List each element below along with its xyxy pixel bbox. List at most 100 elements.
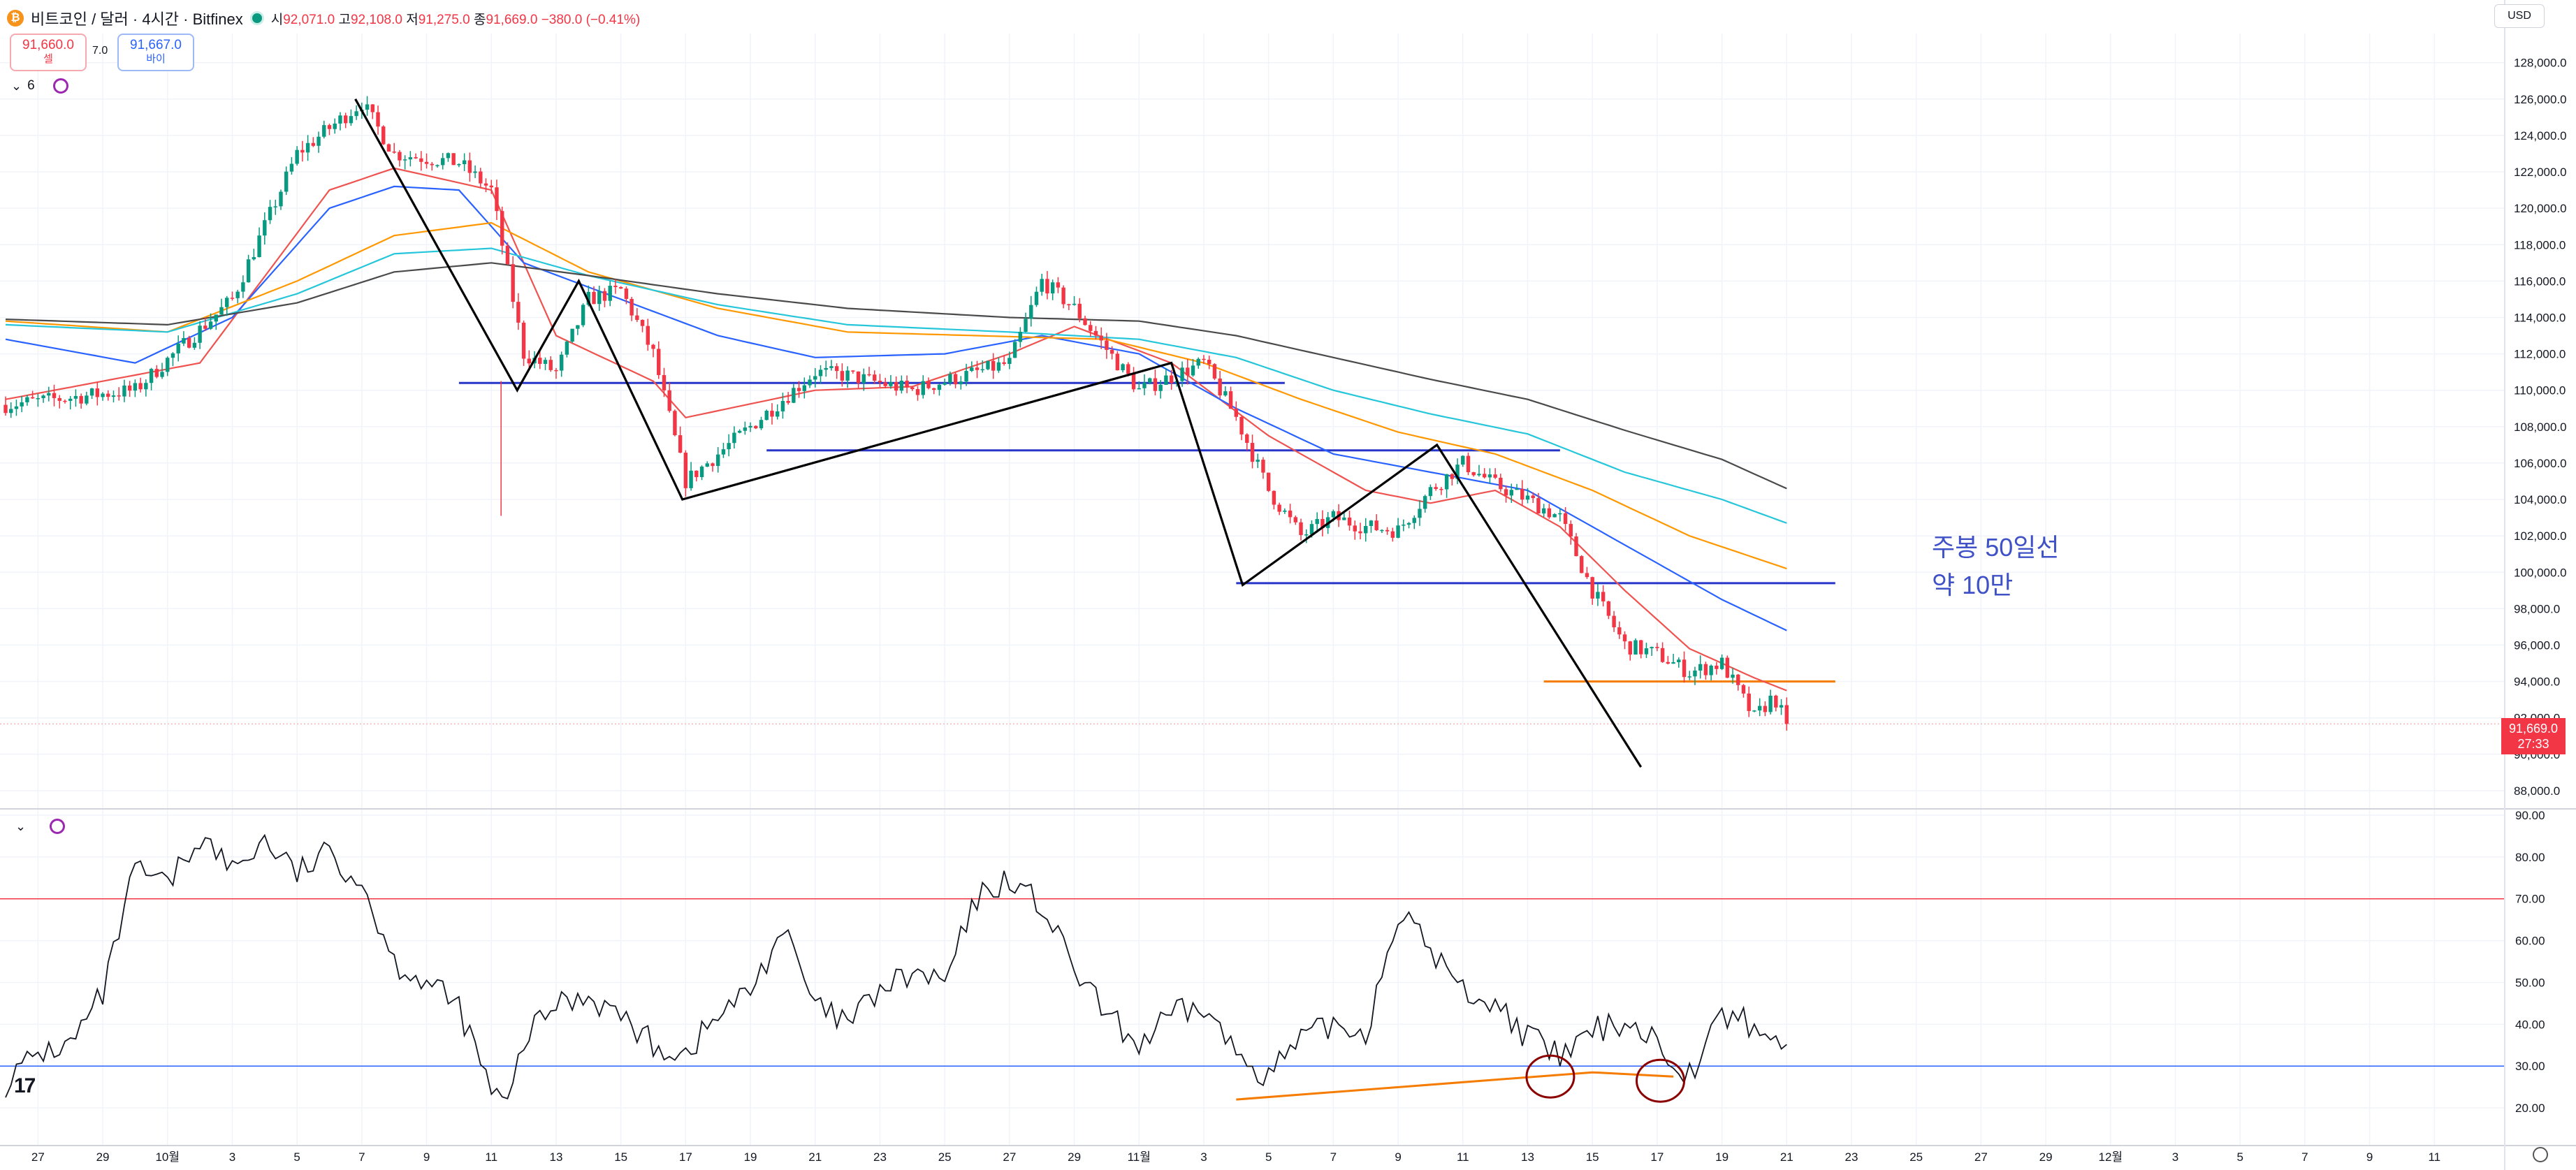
candle-body [79, 395, 83, 404]
candle-body [1536, 498, 1541, 514]
symbol-title[interactable]: 비트코인 / 달러 · 4시간 · Bitfinex [31, 10, 243, 28]
candle-body [705, 463, 709, 467]
candle-body [1369, 520, 1374, 527]
candle-body [511, 264, 515, 302]
candle-body [1072, 303, 1077, 305]
candle-body [1650, 647, 1654, 649]
trend-lines [354, 98, 1643, 768]
time-tick-label: 25 [938, 1150, 952, 1164]
candle-body [678, 435, 683, 453]
candle-body [521, 322, 526, 359]
candle-body [1164, 375, 1168, 385]
price-tick-label: 100,000.0 [2514, 566, 2567, 579]
price-tick-label: 108,000.0 [2514, 421, 2567, 434]
candle-body [1747, 693, 1751, 711]
candle-body [1245, 434, 1249, 444]
candle-body [1439, 488, 1443, 490]
rsi-toggle[interactable]: ⌄ [15, 819, 66, 834]
candle-body [883, 382, 887, 386]
currency-selector[interactable]: USD [2494, 4, 2545, 28]
candle-body [1223, 391, 1228, 396]
candle-body [1660, 648, 1665, 662]
candle-body [257, 235, 261, 258]
time-tick-label: 27 [1003, 1150, 1016, 1164]
candle-body [305, 142, 310, 153]
candle-body [878, 381, 882, 383]
sync-icon[interactable] [52, 78, 68, 94]
candle-body [111, 395, 116, 397]
buy-price: 91,667.0 [130, 38, 182, 52]
candle-body [1402, 525, 1406, 526]
candle-body [1315, 519, 1319, 525]
candle-body [1622, 634, 1627, 642]
candle-body [1547, 508, 1552, 518]
candle-body [187, 338, 191, 348]
candle-body [1461, 455, 1465, 465]
time-tick-label: 10월 [155, 1150, 180, 1164]
sync-icon[interactable] [50, 819, 66, 834]
last-price-value: 91,669.0 [2508, 722, 2559, 736]
spread-value: 7.0 [92, 45, 108, 57]
indicator-toggle[interactable]: ⌄ 6 [11, 78, 68, 94]
candle-body [1590, 577, 1594, 599]
candle-body [1422, 496, 1427, 509]
time-tick-label: 15 [614, 1150, 627, 1164]
candle-body [1768, 695, 1773, 712]
rsi-pane [0, 833, 2505, 1103]
candle-body [89, 388, 94, 396]
candle-body [1552, 514, 1557, 518]
price-tick-label: 126,000.0 [2514, 93, 2567, 106]
candle-body [991, 360, 996, 371]
candle-body [970, 367, 974, 372]
candle-body [1569, 524, 1573, 537]
candle-body [214, 314, 218, 322]
candle-body [1601, 592, 1606, 601]
candle-body [467, 160, 472, 173]
candle-body [1412, 518, 1416, 523]
tradingview-logo[interactable]: 17 [14, 1074, 36, 1097]
buy-button[interactable]: 91,667.0 바이 [117, 34, 194, 71]
candle-body [1655, 647, 1659, 648]
candle-body [910, 387, 915, 390]
price-tick-label: 88,000.0 [2514, 784, 2560, 798]
candle-body [953, 374, 958, 385]
candle-body [41, 395, 45, 399]
candle-body [1202, 358, 1206, 360]
candle-body [419, 158, 423, 162]
candle-body [376, 112, 380, 127]
price-tick-label: 122,000.0 [2514, 166, 2567, 179]
candle-body [1191, 365, 1195, 376]
gear-icon[interactable] [2533, 1147, 2548, 1162]
bitcoin-icon: ₿ [7, 10, 24, 27]
price-tick-label: 120,000.0 [2514, 202, 2567, 215]
candle-body [1158, 384, 1163, 391]
candle-body [1531, 495, 1535, 499]
time-tick-label: 5 [2236, 1150, 2243, 1164]
time-tick-label: 29 [2039, 1150, 2053, 1164]
candle-body [138, 383, 143, 390]
candle-body [1752, 710, 1756, 712]
moving-average-line [5, 247, 1787, 524]
candle-body [1687, 676, 1691, 678]
candle-body [630, 298, 634, 316]
time-tick-label: 11월 [1128, 1150, 1151, 1164]
candle-body [1061, 287, 1065, 305]
candle-body [527, 358, 532, 364]
price-tick-label: 124,000.0 [2514, 129, 2567, 142]
candle-body [899, 380, 904, 391]
candle-body [1418, 509, 1422, 518]
candle-body [608, 286, 612, 301]
candle-body [1757, 705, 1762, 711]
change-value: −380.0 (−0.41%) [541, 12, 641, 27]
candle-body [127, 385, 132, 391]
sell-button[interactable]: 91,660.0 셀 [10, 34, 87, 71]
candle-body [68, 398, 73, 401]
candle-body [824, 367, 828, 370]
candle-body [1628, 641, 1632, 655]
candle-body [1380, 529, 1384, 532]
candle-body [1012, 342, 1017, 358]
candle-body [1736, 674, 1740, 685]
candle-body [618, 287, 623, 289]
candle-body [203, 326, 208, 329]
